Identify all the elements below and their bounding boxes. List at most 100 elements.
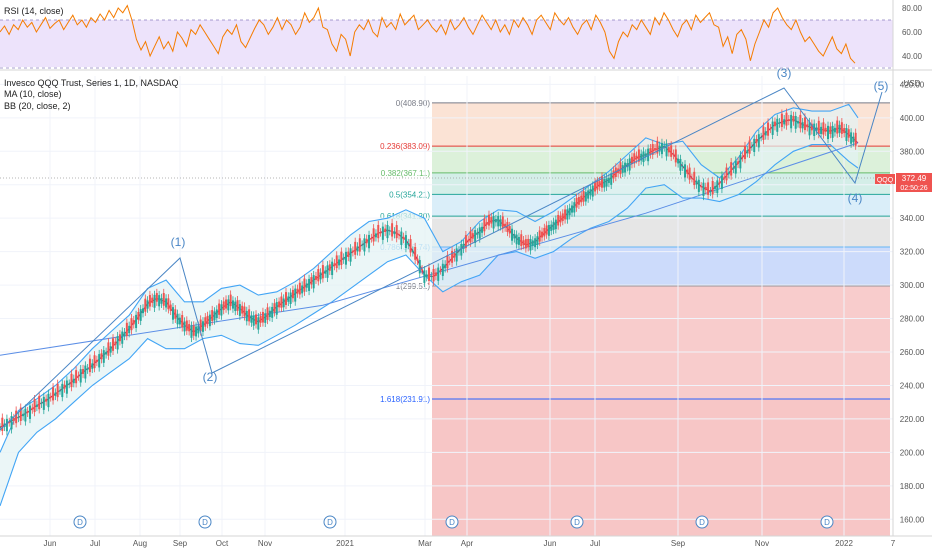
rsi-panel[interactable]: RSI (14, close) 80.00 60.00 40.00 bbox=[0, 4, 923, 69]
candle-body bbox=[38, 395, 41, 410]
candle-body bbox=[527, 238, 530, 248]
candle-body bbox=[26, 411, 29, 413]
candle-body bbox=[142, 308, 144, 314]
candle-body bbox=[130, 318, 133, 331]
candle-body bbox=[356, 246, 359, 252]
last-price-label: 372.49 bbox=[902, 174, 927, 183]
elliott-wave[interactable]: (1) (2) (3) (4) (5) bbox=[0, 66, 893, 431]
candle-body bbox=[446, 255, 449, 269]
price-badge bbox=[896, 173, 932, 192]
candle-body bbox=[220, 304, 223, 316]
candle-body bbox=[520, 234, 523, 247]
candle-body bbox=[358, 238, 361, 252]
candle-body bbox=[690, 177, 693, 179]
candle-body bbox=[121, 331, 124, 344]
candle-body bbox=[82, 369, 85, 374]
candle-body bbox=[760, 137, 763, 139]
candle-body bbox=[91, 363, 94, 369]
candle-body bbox=[178, 317, 181, 325]
candle-body bbox=[612, 170, 615, 179]
price-panel[interactable]: 0(408.90) 0.236(383.09) 0.382(367.11) 0.5(3… bbox=[0, 66, 894, 536]
candle-body bbox=[684, 164, 687, 178]
rsi-line bbox=[0, 4, 856, 64]
candle-body bbox=[252, 315, 255, 326]
price-axis[interactable]: USD 160.00 180.00 200.00 220.00 240.00 260.00… bbox=[892, 0, 925, 536]
candle-body bbox=[261, 311, 264, 323]
candle-body bbox=[656, 140, 659, 154]
candle-body bbox=[328, 264, 331, 271]
candle-body bbox=[737, 161, 740, 164]
candle-body bbox=[538, 230, 541, 242]
currency-label: USD bbox=[904, 79, 921, 88]
ticker-badge-label: QQQ bbox=[877, 177, 894, 184]
candle-body bbox=[65, 380, 68, 394]
dividend-marker-label: D bbox=[824, 518, 830, 527]
candle-body bbox=[434, 272, 437, 276]
candle-body bbox=[61, 383, 64, 398]
price-tick-label: 380.00 bbox=[900, 147, 925, 156]
candle-body bbox=[137, 311, 140, 320]
time-tick-label: Nov bbox=[258, 539, 272, 548]
time-tick-label: Jun bbox=[544, 539, 557, 548]
candle-body bbox=[642, 151, 645, 163]
candle-body bbox=[206, 315, 209, 325]
candle-body bbox=[169, 304, 172, 311]
candle-body bbox=[98, 354, 101, 368]
candle-body bbox=[596, 180, 599, 190]
time-tick-label: Aug bbox=[133, 539, 147, 548]
time-axis[interactable]: Jun Jul Aug Sep Oct Nov 2021 Mar Apr Jun Jul Sep Nov… bbox=[0, 515, 932, 548]
price-tick-label: 280.00 bbox=[900, 315, 925, 324]
candle-body bbox=[63, 384, 66, 389]
candle-body bbox=[8, 421, 11, 423]
candle-body bbox=[515, 234, 518, 245]
price-tick-label: 220.00 bbox=[900, 415, 925, 424]
candle-body bbox=[453, 253, 456, 258]
candle-body bbox=[582, 191, 585, 202]
candle-body bbox=[95, 359, 98, 362]
time-tick-label: 7 bbox=[891, 539, 896, 548]
indicator-bb[interactable]: BB (20, close, 2) bbox=[4, 101, 71, 111]
candle-body bbox=[139, 309, 142, 321]
candle-body bbox=[301, 285, 304, 294]
candle-body bbox=[195, 326, 198, 337]
candle-body bbox=[700, 186, 703, 188]
candle-body bbox=[250, 315, 253, 323]
candle-body bbox=[407, 243, 410, 245]
dividend-marker bbox=[323, 515, 337, 529]
candle-body bbox=[619, 162, 622, 175]
candle-body bbox=[746, 150, 749, 154]
candle-body bbox=[393, 231, 396, 235]
candle-body bbox=[204, 317, 207, 327]
price-tick-label: 400.00 bbox=[900, 114, 925, 123]
candle-body bbox=[319, 272, 322, 280]
candle-body bbox=[838, 124, 841, 133]
candle-body bbox=[160, 297, 163, 304]
candle-body bbox=[441, 263, 444, 276]
time-tick-label: Sep bbox=[173, 539, 188, 548]
ticker-badge bbox=[875, 174, 895, 184]
candle-body bbox=[778, 122, 781, 124]
candle-body bbox=[591, 185, 594, 197]
dividend-marker-label: D bbox=[699, 518, 705, 527]
candle-body bbox=[547, 224, 550, 236]
dividend-marker bbox=[445, 515, 459, 529]
candle-body bbox=[347, 251, 350, 258]
candle-body bbox=[626, 163, 629, 168]
candle-body bbox=[70, 373, 73, 388]
price-tick-label: 300.00 bbox=[900, 281, 925, 290]
candle-body bbox=[303, 278, 306, 292]
candle-body bbox=[460, 243, 463, 256]
candle-body bbox=[430, 276, 433, 278]
candle-body bbox=[365, 238, 368, 244]
chart-title: Invesco QQQ Trust, Series 1, 1D, NASDAQ bbox=[4, 78, 179, 88]
candle-body bbox=[702, 182, 705, 196]
candle-body bbox=[663, 145, 666, 148]
time-tick-label: Jun bbox=[44, 539, 57, 548]
candle-body bbox=[278, 301, 281, 308]
candle-body bbox=[428, 267, 430, 281]
candle-body bbox=[833, 127, 836, 133]
indicator-ma[interactable]: MA (10, close) bbox=[4, 89, 62, 99]
candle-body bbox=[836, 120, 839, 134]
candle-body bbox=[587, 190, 590, 199]
candle-body bbox=[640, 153, 643, 161]
